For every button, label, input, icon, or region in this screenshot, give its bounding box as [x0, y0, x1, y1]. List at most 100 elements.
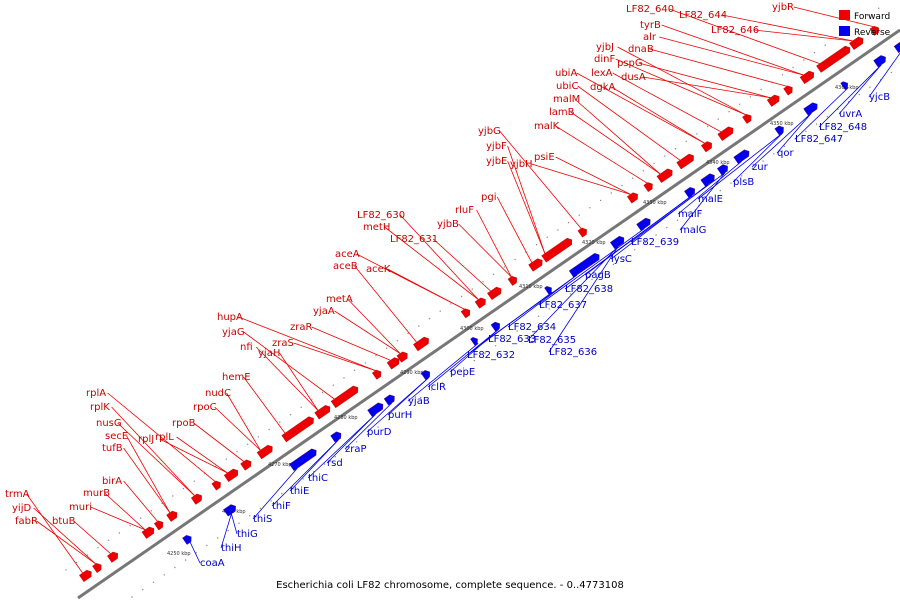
tick-label: 4280 kbp	[334, 415, 358, 421]
forward-gene-label: hemE	[222, 372, 251, 383]
reverse-gene-glyph	[684, 187, 695, 199]
forward-leader-line	[226, 392, 261, 451]
forward-gene-label: lamB	[549, 107, 575, 118]
forward-leader-line	[531, 163, 631, 195]
forward-leader-line	[176, 436, 228, 474]
forward-gene-glyph	[541, 237, 573, 263]
reverse-guide-dot	[783, 145, 786, 147]
forward-guide-dot	[824, 44, 826, 46]
reverse-gene-label: zur	[752, 162, 769, 173]
reverse-leader-line	[407, 342, 479, 402]
reverse-gene-label: pepE	[450, 367, 475, 378]
reverse-gene-label: lysC	[611, 254, 632, 265]
forward-gene-glyph	[371, 369, 382, 380]
reverse-gene-glyph	[383, 394, 395, 406]
reverse-guide-dot	[227, 529, 229, 532]
forward-leader-line	[642, 76, 771, 99]
reverse-guide-dot	[174, 566, 176, 569]
forward-leader-line	[123, 447, 171, 513]
forward-gene-label: yjbF	[486, 141, 507, 152]
reverse-guide-dot	[548, 308, 550, 310]
forward-gene-label: dinF	[594, 54, 615, 65]
reverse-guide-dot	[238, 522, 240, 524]
forward-guide-dot	[514, 258, 516, 261]
forward-leader-line	[507, 145, 546, 254]
forward-gene-glyph	[256, 444, 273, 460]
reverse-guide-dot	[484, 352, 486, 354]
reverse-leader-line	[252, 468, 298, 520]
reverse-guide-dot	[890, 71, 893, 74]
reverse-guide-dot	[708, 197, 711, 199]
reverse-gene-glyph	[873, 55, 886, 68]
reverse-gene-label: LF82_635	[528, 335, 576, 346]
reverse-gene-label: LF82_638	[565, 284, 613, 295]
forward-gene-label: LF82_631	[390, 234, 438, 245]
forward-gene-label: aceB	[333, 261, 358, 272]
forward-gene-label: zraS	[272, 338, 294, 349]
forward-gene-glyph	[240, 459, 252, 471]
forward-guide-dot	[557, 229, 559, 231]
reverse-guide-dot	[634, 249, 636, 251]
forward-guide-dot	[578, 214, 580, 216]
forward-guide-dot	[728, 111, 730, 113]
forward-guide-dot	[867, 14, 869, 17]
reverse-gene-glyph	[367, 402, 384, 417]
forward-leader-line	[570, 111, 661, 175]
reverse-gene-label: zraP	[345, 444, 367, 455]
forward-gene-label: pgi	[481, 192, 496, 203]
forward-gene-glyph	[656, 168, 673, 183]
forward-gene-label: yjbE	[486, 156, 507, 167]
forward-gene-label: LF82_640	[626, 4, 674, 15]
forward-guide-dot	[140, 517, 142, 519]
forward-guide-dot	[664, 155, 666, 157]
reverse-guide-dot	[131, 596, 133, 598]
forward-leader-line	[611, 86, 705, 144]
forward-gene-label: dgkA	[590, 82, 615, 93]
forward-leader-line	[354, 265, 417, 343]
tick-label: 4330 kbp	[643, 200, 667, 206]
forward-gene-label: ubiC	[556, 81, 578, 92]
forward-gene-label: rluF	[455, 205, 474, 216]
forward-gene-glyph	[742, 114, 752, 124]
forward-leader-line	[311, 326, 391, 361]
forward-guide-dot	[535, 244, 538, 246]
forward-gene-label: yjaG	[222, 327, 245, 338]
reverse-gene-label: LF82_633	[488, 334, 536, 345]
reverse-guide-dot	[377, 426, 379, 428]
reverse-guide-dot	[869, 86, 871, 88]
reverse-leader-line	[732, 132, 783, 183]
forward-gene-glyph	[223, 468, 239, 483]
reverse-gene-label: rsd	[327, 458, 343, 469]
reverse-gene-label: malG	[680, 225, 706, 236]
reverse-guide-dot	[420, 396, 422, 399]
forward-gene-label: hupA	[217, 312, 243, 323]
forward-guide-dot	[321, 391, 324, 394]
reverse-guide-dot	[495, 345, 497, 347]
reverse-gene-glyph	[330, 431, 342, 443]
forward-leader-line	[387, 268, 465, 310]
forward-gene-glyph	[141, 526, 155, 539]
forward-gene-label: zraR	[290, 322, 312, 333]
forward-gene-label: malM	[553, 94, 580, 105]
reverse-guide-dot	[559, 300, 561, 303]
forward-guide-dot	[781, 74, 784, 76]
forward-leader-line	[384, 226, 479, 300]
reverse-guide-dot	[644, 241, 647, 244]
reverse-leader-line	[794, 87, 849, 140]
forward-guide-dot	[503, 266, 506, 268]
reverse-gene-label: thiS	[253, 514, 272, 525]
forward-gene-glyph	[153, 520, 164, 531]
forward-gene-label: yjbG	[478, 126, 501, 137]
reverse-guide-dot	[655, 234, 657, 236]
label-leaders	[26, 6, 900, 574]
tick-label: 4290 kbp	[400, 370, 424, 376]
forward-gene-glyph	[507, 276, 517, 286]
forward-gene-glyph	[79, 569, 92, 583]
forward-leader-line	[555, 156, 631, 195]
reverse-guide-dot	[602, 271, 604, 273]
forward-gene-label: LF82_630	[357, 210, 405, 221]
reverse-leader-line	[697, 132, 783, 200]
reverse-gene-label: yjcB	[869, 92, 890, 103]
reverse-leader-line	[507, 274, 578, 328]
reverse-gene-glyph	[568, 253, 600, 278]
